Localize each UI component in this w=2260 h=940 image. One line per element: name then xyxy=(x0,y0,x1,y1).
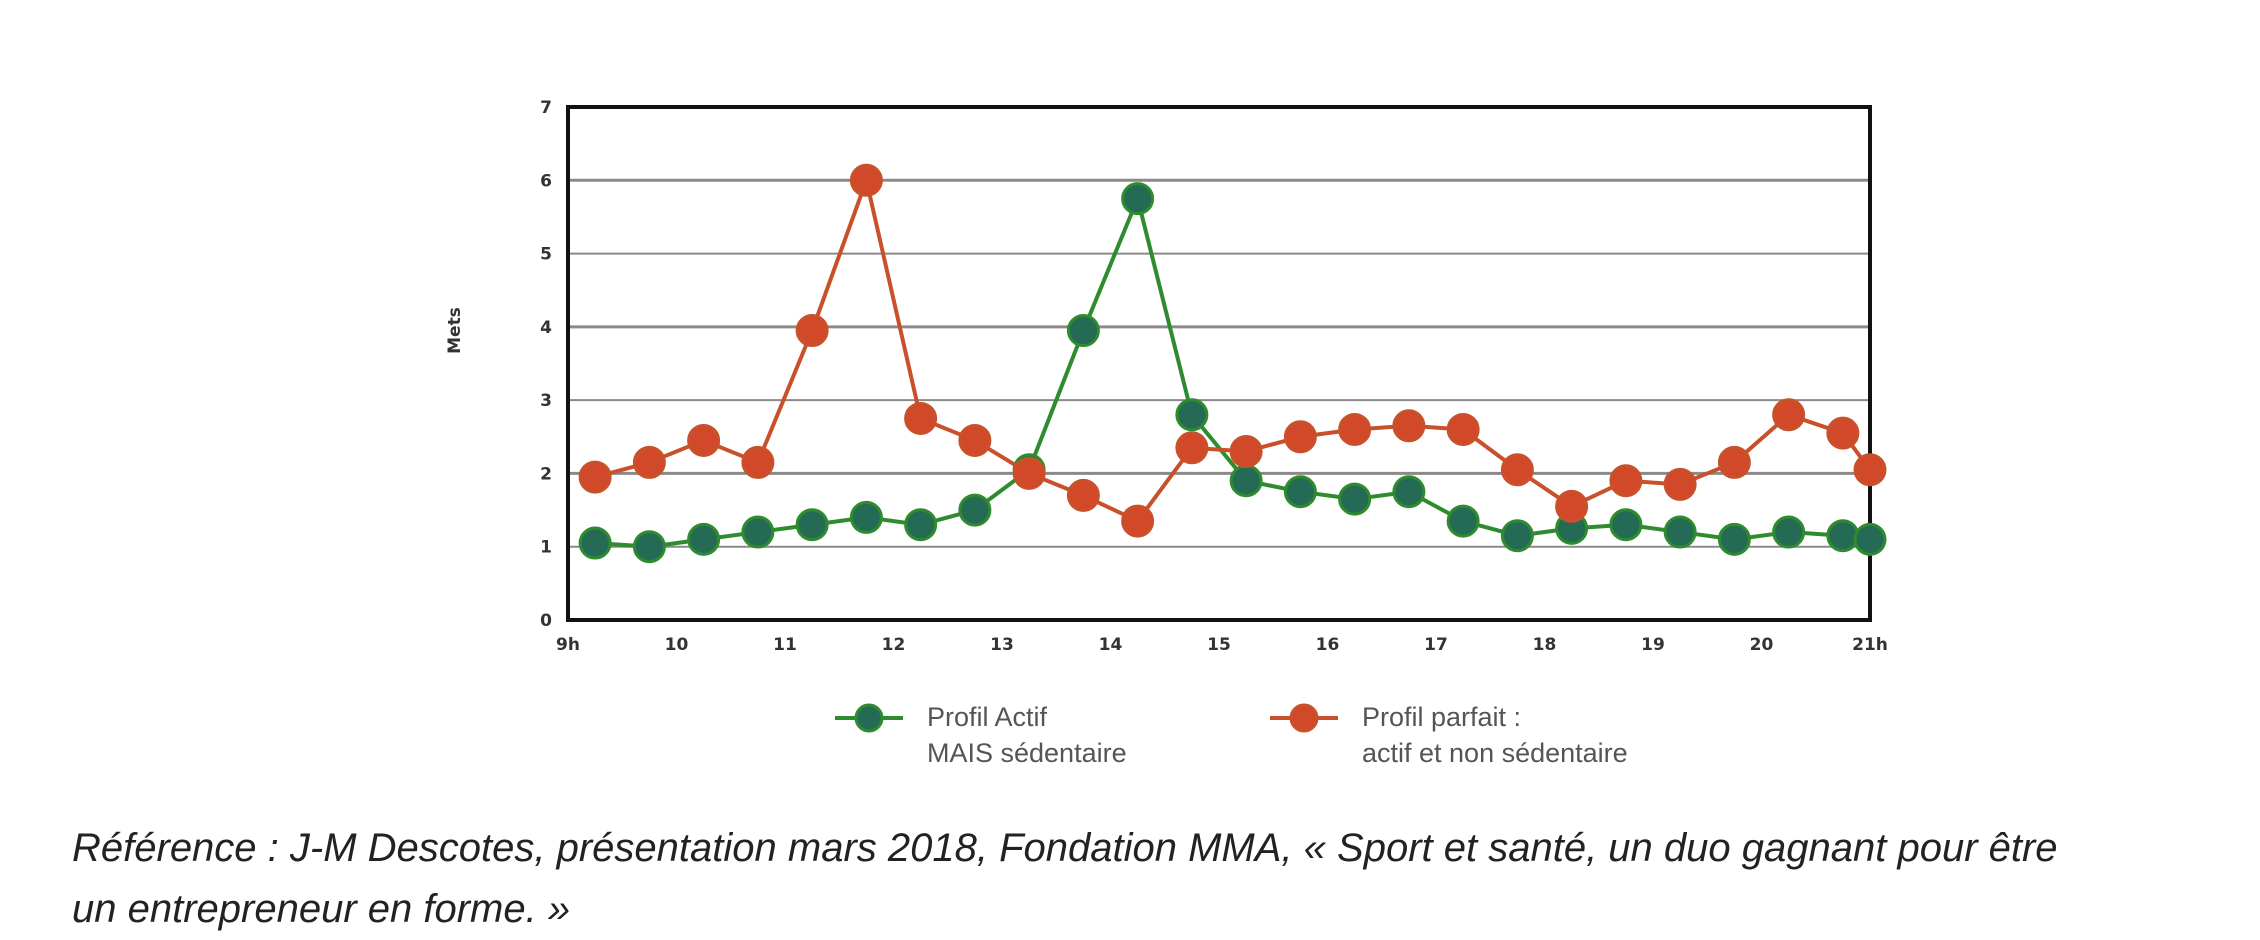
reference-caption: Référence : J-M Descotes, présentation m… xyxy=(72,818,2260,940)
y-tick-label-4: 4 xyxy=(540,318,552,338)
data-point-s1-15 xyxy=(1338,482,1372,516)
data-point-s2-3 xyxy=(687,423,721,457)
x-tick-label-17: 17 xyxy=(1424,635,1448,655)
series xyxy=(578,163,1887,564)
data-point-s1-25 xyxy=(1853,522,1887,556)
y-axis-label: Mets xyxy=(445,307,465,354)
x-tick-label-14: 14 xyxy=(1099,635,1123,655)
data-point-s1-3 xyxy=(687,522,721,556)
plot-frame xyxy=(566,105,1872,622)
data-point-s1-10 xyxy=(1066,314,1100,348)
data-point-s1-24 xyxy=(1826,519,1860,553)
x-tick-label-13: 13 xyxy=(990,635,1014,655)
data-point-s2-21 xyxy=(1663,467,1697,501)
y-tick-label-2: 2 xyxy=(540,464,552,484)
data-point-s1-22 xyxy=(1717,522,1751,556)
data-point-s2-19 xyxy=(1555,489,1589,523)
legend-label-1-1: Profil Actif xyxy=(927,702,1048,732)
data-point-s1-5 xyxy=(795,508,829,542)
data-point-s1-8 xyxy=(958,493,992,527)
series-2 xyxy=(578,163,1887,538)
x-tick-label-12: 12 xyxy=(882,635,906,655)
reference-line-2: un entrepreneur en forme. » xyxy=(72,887,571,931)
data-point-s1-20 xyxy=(1609,508,1643,542)
data-point-s1-12 xyxy=(1175,398,1209,432)
x-tick-label-20: 20 xyxy=(1750,635,1774,655)
y-tick-label-1: 1 xyxy=(540,538,552,558)
y-tick-label-5: 5 xyxy=(540,245,552,265)
data-point-s2-18 xyxy=(1500,453,1534,487)
x-tick-label-9h: 9h xyxy=(556,635,580,655)
legend-marker-1 xyxy=(854,703,884,733)
x-tick-label-18: 18 xyxy=(1533,635,1557,655)
data-point-s2-5 xyxy=(795,314,829,348)
data-point-s1-1 xyxy=(578,526,612,560)
data-point-s2-9 xyxy=(1012,456,1046,490)
data-point-s2-24 xyxy=(1826,416,1860,450)
data-point-s2-23 xyxy=(1772,398,1806,432)
data-point-s2-16 xyxy=(1392,409,1426,443)
data-point-s2-20 xyxy=(1609,464,1643,498)
data-point-s1-7 xyxy=(904,508,938,542)
x-tick-label-11: 11 xyxy=(773,635,797,655)
data-point-s2-10 xyxy=(1066,478,1100,512)
reference-line-1: Référence : J-M Descotes, présentation m… xyxy=(72,826,2058,870)
y-tick-label-3: 3 xyxy=(540,391,552,411)
legend-label-2-2: actif et non sédentaire xyxy=(1362,738,1628,768)
legend: Profil Actif MAIS sédentaire Profil parfai… xyxy=(835,702,1628,768)
data-point-s1-6 xyxy=(849,500,883,534)
data-point-s2-11 xyxy=(1121,504,1155,538)
legend-label-2-1: Profil parfait : xyxy=(1362,702,1521,732)
data-point-s1-18 xyxy=(1500,519,1534,553)
data-point-s2-8 xyxy=(958,423,992,457)
legend-label-1-2: MAIS sédentaire xyxy=(927,738,1127,768)
y-tick-label-7: 7 xyxy=(540,98,552,118)
data-point-s2-17 xyxy=(1446,412,1480,446)
data-point-s1-11 xyxy=(1121,182,1155,216)
data-point-s2-15 xyxy=(1338,412,1372,446)
x-tick-label-19: 19 xyxy=(1641,635,1665,655)
series-1 xyxy=(578,182,1887,564)
y-tick-label-6: 6 xyxy=(540,171,552,191)
data-point-s2-6 xyxy=(849,163,883,197)
legend-item-2: Profil parfait : actif et non sédentaire xyxy=(1270,702,1628,768)
data-point-s1-13 xyxy=(1229,464,1263,498)
data-point-s1-4 xyxy=(741,515,775,549)
data-point-s2-7 xyxy=(904,401,938,435)
data-point-s1-21 xyxy=(1663,515,1697,549)
x-tick-label-21h: 21h xyxy=(1852,635,1888,655)
data-point-s2-1 xyxy=(578,460,612,494)
data-point-s2-12 xyxy=(1175,431,1209,465)
legend-marker-2 xyxy=(1289,703,1319,733)
data-point-s1-16 xyxy=(1392,475,1426,509)
data-point-s1-17 xyxy=(1446,504,1480,538)
data-point-s1-14 xyxy=(1283,475,1317,509)
data-point-s2-22 xyxy=(1717,445,1751,479)
y-tick-label-0: 0 xyxy=(540,611,552,631)
data-point-s2-14 xyxy=(1283,420,1317,454)
legend-item-1: Profil Actif MAIS sédentaire xyxy=(835,702,1127,768)
data-point-s2-25 xyxy=(1853,453,1887,487)
data-point-s1-2 xyxy=(632,530,666,564)
data-point-s2-4 xyxy=(741,445,775,479)
data-point-s1-23 xyxy=(1772,515,1806,549)
x-tick-label-10: 10 xyxy=(665,635,689,655)
x-tick-label-15: 15 xyxy=(1207,635,1231,655)
data-point-s2-13 xyxy=(1229,434,1263,468)
x-tick-label-16: 16 xyxy=(1316,635,1340,655)
data-point-s2-2 xyxy=(632,445,666,479)
